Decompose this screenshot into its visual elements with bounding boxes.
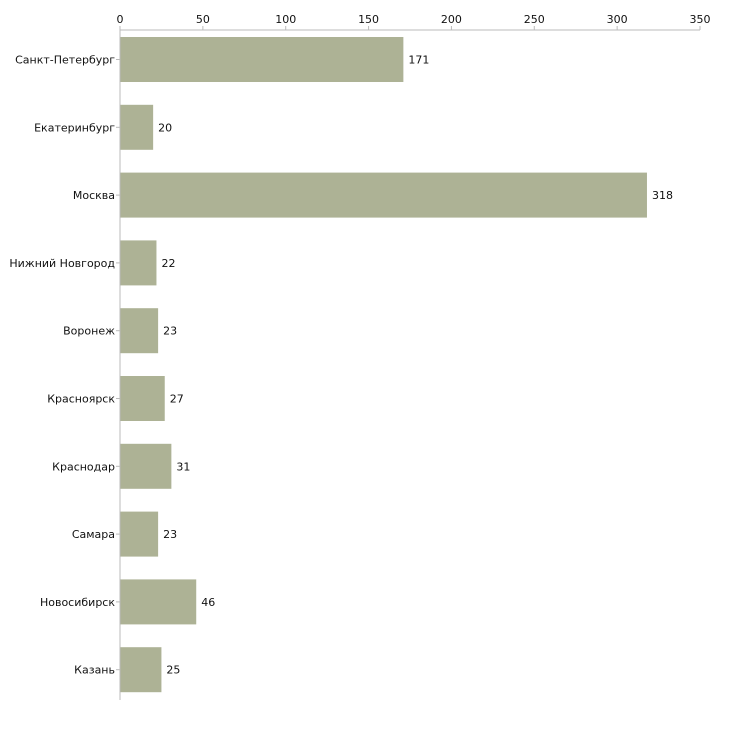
value-label: 27 (170, 393, 184, 406)
value-label: 46 (201, 596, 215, 609)
bar (120, 240, 157, 286)
value-label: 20 (158, 121, 172, 134)
bar (120, 647, 162, 693)
x-tick-label: 100 (275, 13, 296, 26)
category-label: Самара (72, 528, 115, 541)
category-label: Краснодар (52, 460, 115, 473)
bars-group: 171 20 318 22 23 27 31 23 46 25 (120, 37, 673, 693)
category-label: Санкт-Петербург (15, 54, 115, 67)
category-label: Воронеж (63, 325, 115, 338)
bar (120, 443, 172, 489)
x-tick-label: 0 (117, 13, 124, 26)
bar (120, 579, 197, 625)
category-label: Казань (74, 664, 115, 677)
category-label: Красноярск (47, 393, 115, 406)
category-label: Новосибирск (40, 596, 115, 609)
y-axis: Санкт-Петербург Екатеринбург Москва Нижний … (9, 30, 121, 700)
value-label: 23 (163, 325, 177, 338)
bar (120, 172, 647, 218)
x-axis: 0 50 100 150 200 250 300 350 (117, 13, 711, 31)
category-label: Екатеринбург (34, 121, 115, 134)
bar (120, 37, 404, 82)
x-tick-label: 200 (441, 13, 462, 26)
value-label: 171 (408, 54, 429, 67)
bar (120, 104, 154, 150)
value-label: 23 (163, 528, 177, 541)
value-label: 31 (176, 460, 190, 473)
bar (120, 376, 165, 421)
value-label: 25 (166, 664, 180, 677)
category-label: Москва (73, 189, 115, 202)
category-label: Нижний Новгород (9, 257, 115, 270)
bar (120, 308, 159, 354)
x-tick-label: 50 (196, 13, 210, 26)
x-tick-label: 150 (358, 13, 379, 26)
x-tick-label: 250 (524, 13, 545, 26)
value-label: 318 (652, 189, 673, 202)
x-tick-label: 350 (690, 13, 711, 26)
bar (120, 511, 159, 557)
x-tick-label: 300 (607, 13, 628, 26)
value-label: 22 (161, 257, 175, 270)
